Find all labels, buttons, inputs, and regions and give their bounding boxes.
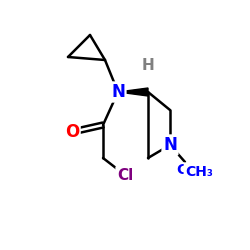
Text: H: H xyxy=(142,58,154,72)
Text: N: N xyxy=(163,136,177,154)
Text: O: O xyxy=(65,123,79,141)
Text: CH: CH xyxy=(176,163,198,177)
Text: CH₃: CH₃ xyxy=(185,165,213,179)
Text: N: N xyxy=(111,83,125,101)
Polygon shape xyxy=(118,88,148,96)
Text: Cl: Cl xyxy=(117,168,133,182)
Text: 3: 3 xyxy=(191,169,199,179)
